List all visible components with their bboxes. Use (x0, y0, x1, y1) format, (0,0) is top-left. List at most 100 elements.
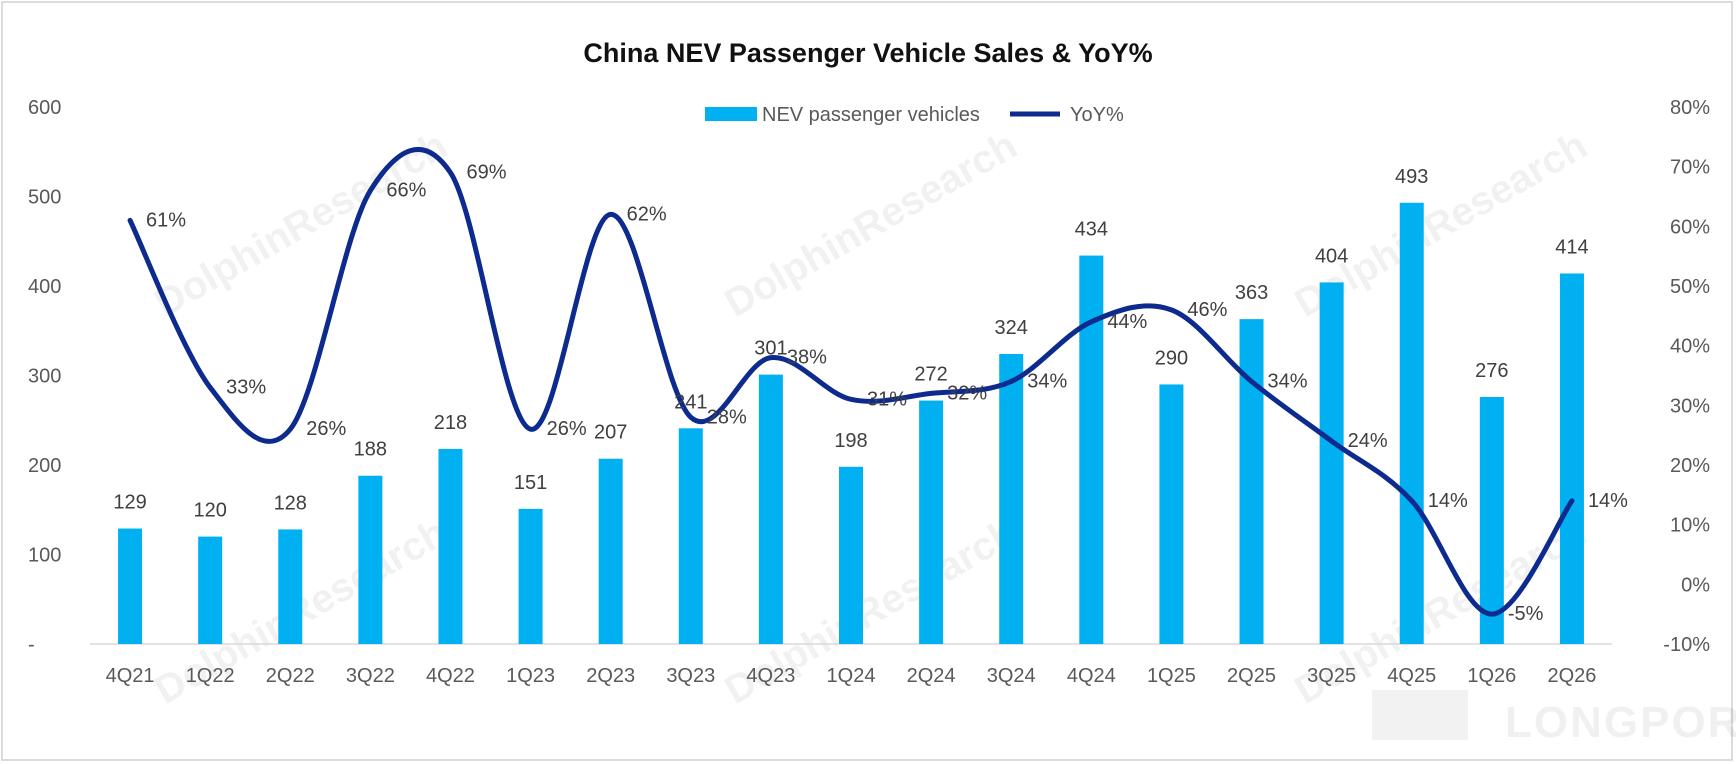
bar (919, 400, 944, 644)
x-tick-label: 1Q26 (1467, 665, 1516, 687)
yoy-value-label: 28% (707, 406, 747, 428)
bar (358, 475, 383, 644)
right-tick-label: 70% (1670, 157, 1710, 179)
bar (1399, 202, 1424, 644)
bar (278, 529, 303, 644)
x-tick-label: 3Q22 (346, 665, 395, 687)
bar (198, 536, 223, 644)
bar (518, 508, 543, 644)
right-tick-label: 30% (1670, 395, 1710, 417)
left-tick-label: 400 (28, 276, 61, 298)
legend-label-bars: NEV passenger vehicles (762, 104, 980, 126)
x-tick-label: 2Q24 (907, 665, 956, 687)
right-tick-label: 40% (1670, 336, 1710, 358)
x-tick-label: 2Q23 (586, 665, 635, 687)
bar (1079, 255, 1104, 644)
left-tick-label: 100 (28, 545, 61, 567)
bar (1159, 384, 1184, 644)
bar (118, 528, 143, 644)
legend-label-line: YoY% (1070, 104, 1124, 126)
left-tick-label: 600 (28, 97, 61, 119)
x-tick-label: 4Q22 (426, 665, 475, 687)
chart-title: China NEV Passenger Vehicle Sales & YoY% (583, 38, 1152, 68)
bar-value-label: 241 (674, 391, 707, 413)
bar-value-label: 301 (754, 338, 787, 360)
x-axis: 4Q21 1Q22 2Q22 3Q22 4Q22 1Q23 2Q23 3Q23 4Q23 1Q24… (106, 665, 1597, 687)
bar-value-label: 218 (434, 412, 467, 434)
yoy-value-label: 26% (547, 418, 587, 440)
bar-value-label: 493 (1395, 166, 1428, 188)
legend-swatch-bars (705, 107, 757, 121)
x-tick-label: 1Q22 (186, 665, 235, 687)
bar-value-label: 414 (1555, 236, 1588, 258)
yoy-value-label: 33% (226, 376, 266, 398)
bar-value-label: 207 (594, 422, 627, 444)
yoy-value-label: 14% (1588, 490, 1628, 512)
x-tick-label: 1Q23 (506, 665, 555, 687)
x-tick-label: 3Q25 (1307, 665, 1356, 687)
watermark-longport: LONGPORT (1505, 698, 1736, 747)
left-tick-label: 500 (28, 187, 61, 209)
x-tick-label: 2Q26 (1547, 665, 1596, 687)
yoy-value-label: 38% (787, 347, 827, 369)
bar (1319, 282, 1344, 644)
yoy-value-labels: 61% 33% 26% 66% 69% 26% 62% 28% 38% 31% 32% 34% 44% 4… (146, 162, 1628, 626)
x-tick-label: 3Q24 (987, 665, 1036, 687)
bar-value-label: 272 (914, 364, 947, 386)
left-tick-label: 300 (28, 366, 61, 388)
bar-value-label: 363 (1235, 282, 1268, 304)
bar-value-labels: 129 120 128 188 218 151 207 241 301 198 272 324 434 2… (113, 166, 1588, 522)
bar-value-label: 120 (193, 500, 226, 522)
bar-value-label: 129 (113, 492, 146, 514)
right-tick-label: -10% (1663, 634, 1710, 656)
yoy-line (127, 146, 1575, 617)
right-tick-label: 0% (1681, 574, 1710, 596)
yoy-value-label: 44% (1107, 311, 1147, 333)
bar-value-label: 290 (1155, 347, 1188, 369)
bar (999, 354, 1024, 644)
yoy-value-label: -5% (1508, 603, 1544, 625)
yoy-value-label: 46% (1187, 299, 1227, 321)
right-tick-label: 20% (1670, 455, 1710, 477)
bar (1239, 319, 1264, 644)
bar (678, 428, 703, 644)
bar-value-label: 404 (1315, 245, 1348, 267)
yoy-value-label: 34% (1268, 370, 1308, 392)
x-tick-label: 4Q24 (1067, 665, 1116, 687)
right-tick-label: 60% (1670, 216, 1710, 238)
yoy-value-label: 62% (627, 203, 667, 225)
bar-value-label: 151 (514, 472, 547, 494)
yoy-value-label: 61% (146, 209, 186, 231)
bar (598, 458, 623, 644)
yoy-value-label: 69% (466, 162, 506, 184)
x-tick-label: 4Q23 (746, 665, 795, 687)
left-tick-label: 200 (28, 455, 61, 477)
yoy-value-label: 14% (1428, 490, 1468, 512)
bar (438, 448, 463, 644)
bar-value-label: 188 (354, 439, 387, 461)
yoy-value-label: 66% (386, 180, 426, 202)
right-axis: -10% 0% 10% 20% 30% 40% 50% 60% 70% 80% (1663, 97, 1710, 656)
x-tick-label: 2Q25 (1227, 665, 1276, 687)
yoy-line-series (127, 146, 1575, 617)
longport-logo-icon (1372, 690, 1468, 740)
bar-value-label: 128 (274, 492, 307, 514)
right-tick-label: 10% (1670, 515, 1710, 537)
x-tick-label: 1Q24 (827, 665, 876, 687)
yoy-value-label: 24% (1348, 430, 1388, 452)
x-tick-label: 2Q22 (266, 665, 315, 687)
bar (1559, 273, 1584, 644)
left-axis: - 100 200 300 400 500 600 (28, 97, 61, 656)
yoy-value-label: 26% (306, 418, 346, 440)
right-tick-label: 80% (1670, 97, 1710, 119)
x-tick-label: 3Q23 (666, 665, 715, 687)
bar (839, 466, 863, 644)
left-tick-label: - (28, 634, 35, 656)
bar (758, 374, 783, 644)
bar-value-label: 324 (995, 317, 1028, 339)
x-tick-label: 1Q25 (1147, 665, 1196, 687)
bar-value-label: 276 (1475, 360, 1508, 382)
x-tick-label: 4Q25 (1387, 665, 1436, 687)
yoy-value-label: 32% (947, 382, 987, 404)
